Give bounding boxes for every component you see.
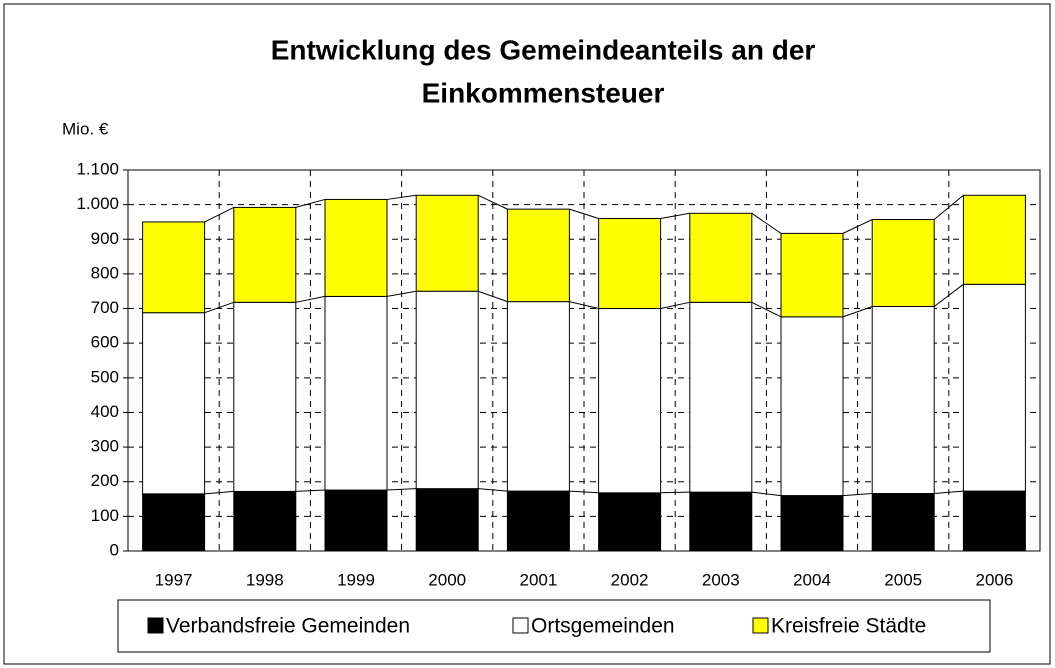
bar-segment bbox=[780, 316, 844, 497]
connector-line bbox=[842, 305, 873, 318]
bar-segment bbox=[324, 489, 388, 552]
x-tick-label: 2000 bbox=[428, 570, 466, 589]
connector-line bbox=[295, 489, 326, 492]
y-tick-label: 300 bbox=[91, 437, 119, 456]
y-tick-label: 1.000 bbox=[76, 194, 119, 213]
connector-line bbox=[569, 490, 599, 494]
y-tick-label: 100 bbox=[91, 506, 119, 525]
bar-segment bbox=[415, 488, 479, 552]
y-tick-label: 700 bbox=[91, 298, 119, 317]
y-tick-label: 600 bbox=[91, 333, 119, 352]
connector-line bbox=[569, 208, 599, 219]
connector-line bbox=[386, 290, 417, 297]
bar-segment bbox=[689, 212, 753, 303]
bar-segment bbox=[142, 221, 206, 314]
bar-segment bbox=[415, 194, 479, 292]
x-tick-label: 1998 bbox=[246, 570, 284, 589]
bar-segment bbox=[962, 194, 1026, 285]
legend-swatch bbox=[752, 617, 769, 634]
bar-segment bbox=[506, 208, 570, 303]
connector-line bbox=[751, 212, 782, 234]
connector-line bbox=[295, 198, 326, 208]
chart-title: Entwicklung des Gemeindeanteils an der bbox=[271, 34, 816, 65]
legend-label: Ortsgemeinden bbox=[531, 615, 675, 638]
legend-swatch bbox=[147, 617, 164, 634]
x-tick-label: 1997 bbox=[155, 570, 193, 589]
connector-line bbox=[477, 194, 508, 210]
y-tick-label: 1.100 bbox=[76, 159, 119, 178]
bar-segment bbox=[142, 493, 206, 552]
bar-segment bbox=[962, 283, 1026, 492]
connector-line bbox=[478, 290, 508, 303]
y-tick-label: 400 bbox=[91, 402, 119, 421]
bar-segment bbox=[962, 490, 1026, 552]
connector-line bbox=[478, 488, 508, 492]
connector-line bbox=[204, 301, 234, 314]
bar-segment bbox=[233, 490, 297, 552]
bar-segment bbox=[598, 308, 662, 494]
y-axis-label: Mio. € bbox=[62, 119, 109, 138]
legend-box bbox=[117, 599, 991, 653]
connector-line bbox=[842, 493, 873, 497]
connector-line bbox=[934, 490, 964, 495]
legend-swatch bbox=[512, 617, 529, 634]
x-tick-label: 2003 bbox=[702, 570, 740, 589]
bar-segment bbox=[780, 232, 844, 318]
bar-segment bbox=[689, 491, 753, 552]
bar-segment bbox=[780, 495, 844, 552]
bar-segment bbox=[324, 198, 388, 297]
y-tick-label: 800 bbox=[91, 263, 119, 282]
y-tick-label: 200 bbox=[91, 471, 119, 490]
connector-line bbox=[751, 301, 782, 318]
bar-segment bbox=[233, 206, 297, 303]
connector-line bbox=[933, 194, 964, 220]
connector-line bbox=[295, 295, 326, 303]
connector-line bbox=[933, 283, 964, 307]
connector-line bbox=[660, 212, 690, 219]
y-tick-label: 500 bbox=[91, 367, 119, 386]
legend-label: Kreisfreie Städte bbox=[771, 615, 926, 638]
bar-segment bbox=[871, 219, 935, 307]
bar-segment bbox=[598, 217, 662, 310]
x-tick-label: 2006 bbox=[975, 570, 1013, 589]
connector-line bbox=[386, 194, 417, 200]
chart-title: Einkommensteuer bbox=[422, 77, 665, 108]
connector-line bbox=[842, 219, 873, 234]
x-tick-label: 2002 bbox=[611, 570, 649, 589]
connector-line bbox=[204, 490, 234, 495]
bar-segment bbox=[142, 312, 206, 495]
connector-line bbox=[660, 301, 690, 310]
bar-segment bbox=[415, 290, 479, 490]
bar-segment bbox=[689, 301, 753, 493]
x-tick-label: 2005 bbox=[884, 570, 922, 589]
bar-segment bbox=[871, 305, 935, 495]
connector-line bbox=[660, 491, 690, 494]
bar-segment bbox=[506, 301, 570, 492]
connector-line bbox=[386, 488, 417, 491]
x-tick-label: 2001 bbox=[519, 570, 557, 589]
connector-line bbox=[569, 301, 599, 310]
bar-segment bbox=[233, 301, 297, 492]
connector-line bbox=[204, 206, 235, 223]
bar-segment bbox=[598, 492, 662, 552]
x-tick-label: 1999 bbox=[337, 570, 375, 589]
x-tick-label: 2004 bbox=[793, 570, 831, 589]
y-tick-label: 0 bbox=[110, 540, 119, 559]
bar-segment bbox=[324, 295, 388, 491]
connector-line bbox=[751, 491, 782, 497]
bar-segment bbox=[871, 493, 935, 552]
legend-label: Verbandsfreie Gemeinden bbox=[166, 615, 410, 638]
bar-segment bbox=[506, 490, 570, 552]
y-tick-label: 900 bbox=[91, 229, 119, 248]
